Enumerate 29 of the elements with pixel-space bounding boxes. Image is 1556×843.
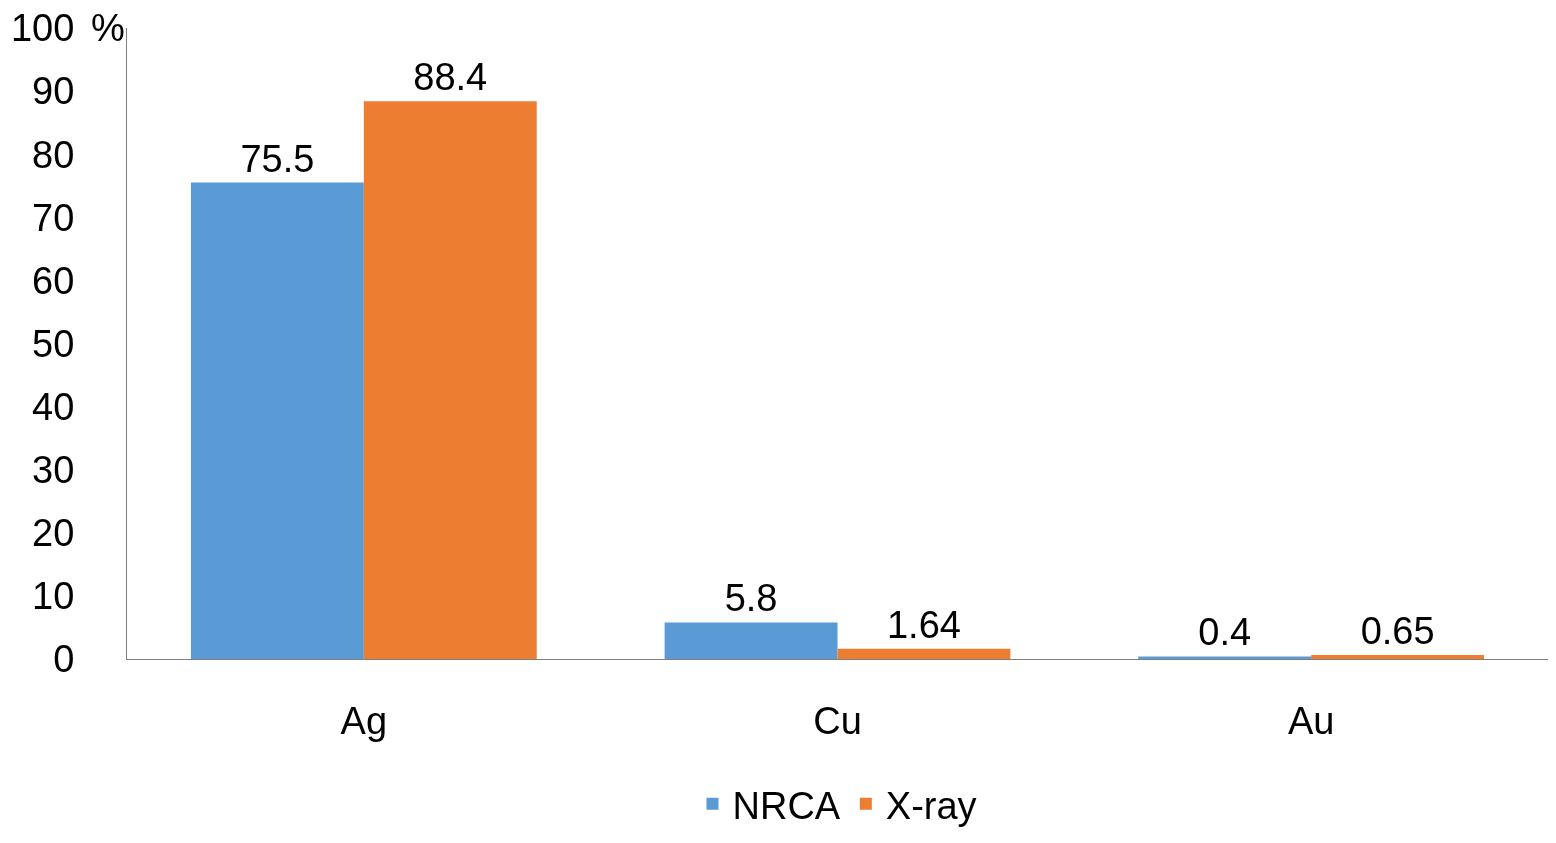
bar bbox=[190, 182, 364, 659]
legend-label: X-ray bbox=[885, 784, 977, 827]
y-tick-label: 10 bbox=[32, 575, 75, 618]
y-tick-label: 90 bbox=[32, 70, 75, 113]
y-tick-label: 0 bbox=[53, 638, 75, 681]
y-axis-title: % bbox=[91, 7, 125, 49]
y-tick-label: 70 bbox=[32, 196, 75, 239]
data-label: 88.4 bbox=[413, 56, 488, 99]
x-tick-label: Cu bbox=[813, 699, 862, 742]
y-tick-label: 40 bbox=[32, 385, 75, 428]
data-label: 0.65 bbox=[1360, 609, 1435, 652]
x-tick-label: Au bbox=[1287, 699, 1335, 742]
y-tick-label: 30 bbox=[32, 449, 75, 491]
data-label: 0.4 bbox=[1198, 611, 1252, 654]
y-tick-label: 100 bbox=[10, 7, 75, 50]
data-label: 5.8 bbox=[724, 577, 778, 620]
x-tick-label: Ag bbox=[340, 699, 388, 742]
data-label: 1.64 bbox=[886, 603, 961, 646]
bar bbox=[1138, 656, 1312, 659]
y-tick-label: 60 bbox=[32, 259, 75, 302]
legend-label: NRCA bbox=[732, 784, 841, 827]
bar bbox=[363, 101, 537, 659]
bar bbox=[1311, 654, 1485, 659]
bar bbox=[664, 622, 838, 659]
y-tick-label: 20 bbox=[32, 512, 75, 555]
bar bbox=[837, 648, 1011, 659]
y-tick-label: 50 bbox=[32, 322, 75, 365]
data-label: 75.5 bbox=[240, 137, 315, 180]
y-tick-label: 80 bbox=[32, 133, 75, 176]
